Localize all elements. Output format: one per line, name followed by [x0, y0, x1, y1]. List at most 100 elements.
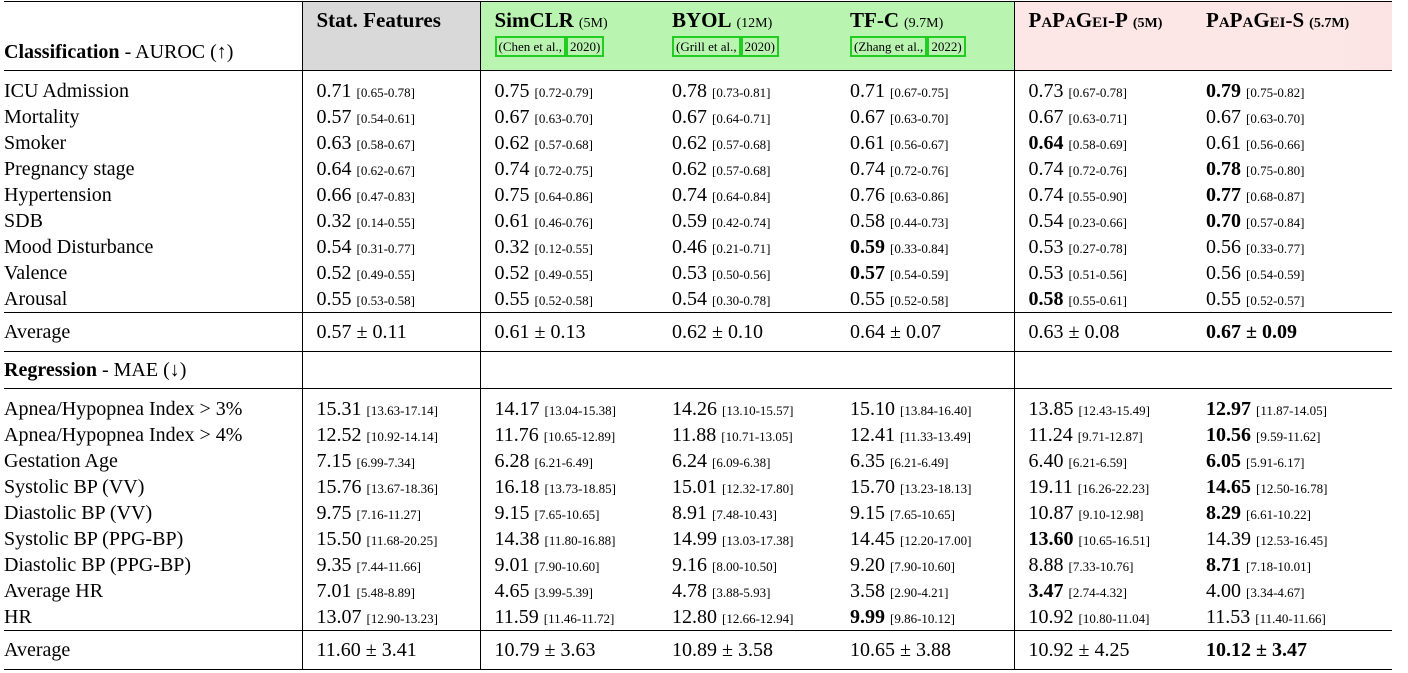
cell-ci: [0.72-0.76] [890, 163, 949, 179]
row-label: Diastolic BP (VV) [4, 502, 153, 525]
table-cell: 0.61 [0.56-0.66] [1192, 131, 1392, 157]
cell-value: 11.53 [1206, 605, 1251, 628]
cell-value: 0.67 [850, 106, 885, 129]
cell-ci: [5.48-8.89] [356, 584, 416, 600]
table-row: HR 13.07 [12.90-13.23] 11.59 [11.46-11.72]… [4, 604, 1392, 631]
table-cell: 11.24 [9.71-12.87] [1013, 422, 1192, 449]
citation-simclr[interactable]: (Chen et al., 2020) [494, 36, 605, 57]
cell-value: 0.56 [1206, 235, 1241, 258]
cell-ci: [0.42-0.74] [712, 214, 771, 230]
spacer-cell [1013, 70, 1192, 79]
cell-ci: [3.88-5.93] [712, 584, 771, 600]
cell-ci: [8.00-10.50] [712, 558, 777, 574]
table-cell: 9.15 [7.65-10.65] [836, 501, 1014, 527]
table-cell: 0.75 [0.64-0.86] [479, 182, 658, 209]
table-cell: 15.70 [13.23-18.13] [836, 475, 1014, 501]
table-cell: 0.67 [0.63-0.70] [479, 104, 658, 131]
table-cell: 0.63 [0.58-0.67] [301, 130, 480, 157]
cell-ci: [7.90-10.60] [890, 558, 955, 574]
cell-value: 3.58 [850, 579, 885, 602]
cell-value: 0.75 [494, 184, 530, 206]
spacer-cell [658, 70, 836, 79]
table-cell: 0.61 [0.46-0.76] [479, 208, 658, 235]
average-value: 11.60 ± 3.41 [316, 638, 417, 661]
table-cell: 6.24 [6.09-6.38] [658, 449, 836, 475]
table-row: SDB 0.32 [0.14-0.55] 0.61 [0.46-0.76] 0.59 … [4, 208, 1392, 235]
average-cell: 0.63 ± 0.08 [1013, 312, 1192, 352]
cell-ci: [6.21-6.49] [890, 455, 949, 471]
cell-ci: [0.27-0.78] [1068, 240, 1128, 256]
cell-ci: [0.49-0.55] [534, 266, 594, 282]
table-cell: 0.55 [0.52-0.58] [479, 286, 658, 313]
cell-ci: [12.50-16.78] [1256, 481, 1328, 497]
citation-tfc[interactable]: (Zhang et al., 2022) [850, 36, 966, 57]
cell-ci: [0.54-0.59] [890, 266, 949, 282]
cell-ci: [0.62-0.67] [356, 163, 416, 179]
cell-ci: [7.90-10.60] [534, 558, 600, 574]
cell-value: 0.57 [316, 106, 352, 129]
cell-value: 0.59 [672, 209, 707, 232]
table-cell: 15.50 [11.68-20.25] [301, 526, 480, 553]
table-cell: 0.74 [0.72-0.76] [1013, 156, 1192, 183]
average-value: 10.12 ± 3.47 [1206, 638, 1307, 661]
cell-ci: [3.34-4.67] [1246, 584, 1305, 600]
cell-value: 9.35 [316, 553, 352, 576]
cell-value: 11.24 [1028, 424, 1073, 447]
cell-ci: [0.64-0.71] [712, 111, 771, 127]
cell-ci: [0.57-0.84] [1246, 214, 1305, 230]
cell-ci: [12.32-17.80] [722, 481, 794, 497]
table-cell: 0.59 [0.42-0.74] [658, 208, 836, 234]
cell-value: 8.88 [1028, 553, 1064, 576]
row-label: ICU Admission [4, 80, 130, 103]
spacer-cell [479, 388, 658, 398]
cell-value: 11.59 [494, 605, 539, 628]
cell-value: 3.47 [1028, 579, 1064, 602]
cell-ci: [11.33-13.49] [900, 429, 972, 445]
cell-value: 0.55 [1206, 287, 1241, 310]
cell-ci: [0.56-0.67] [890, 137, 949, 153]
cell-value: 0.67 [672, 106, 707, 129]
average-label: Average [4, 312, 302, 352]
table-cell: 10.92 [10.80-11.04] [1013, 604, 1192, 631]
table-cell: 0.73 [0.67-0.78] [1013, 79, 1192, 105]
cell-ci: [0.33-0.77] [1246, 240, 1305, 256]
row-label: Systolic BP (PPG-BP) [4, 527, 184, 550]
table-row: ICU Admission 0.71 [0.65-0.78] 0.75 [0.72-… [4, 79, 1392, 105]
table-cell: 8.88 [7.33-10.76] [1013, 552, 1192, 579]
average-cell: 10.79 ± 3.63 [479, 630, 658, 671]
cell-value: 14.65 [1206, 476, 1251, 499]
table-row: Hypertension 0.66 [0.47-0.83] 0.75 [0.64-0… [4, 182, 1392, 209]
table-cell: 0.53 [0.50-0.56] [658, 260, 836, 286]
cell-value: 0.52 [494, 261, 530, 284]
table-cell: 0.67 [0.63-0.71] [1013, 104, 1192, 131]
cell-ci: [16.26-22.23] [1077, 481, 1150, 497]
col-header-stat-features: Stat. Features [301, 1, 480, 71]
cell-ci: [13.67-18.36] [366, 481, 439, 497]
cell-value: 0.53 [1028, 235, 1064, 258]
cell-ci: [2.74-4.32] [1068, 584, 1128, 600]
citation-byol[interactable]: (Grill et al., 2020) [672, 36, 779, 57]
col-header-tfc: TF-C (9.7M) (Zhang et al., 2022) [836, 1, 1014, 71]
cell-value: 0.79 [1206, 80, 1241, 103]
cell-value: 0.54 [1028, 209, 1064, 232]
cell-value: 12.80 [672, 605, 717, 628]
cell-ci: [6.21-6.49] [534, 455, 594, 471]
cell-value: 0.62 [494, 132, 530, 155]
table-cell: 4.78 [3.88-5.93] [658, 578, 836, 604]
cell-ci: [0.57-0.68] [712, 137, 771, 153]
cell-ci: [11.46-11.72] [543, 610, 615, 626]
cell-value: 0.74 [1028, 158, 1064, 181]
cell-value: 6.28 [494, 450, 530, 473]
table-cell: 11.59 [11.46-11.72] [479, 604, 658, 631]
cell-ci: [12.53-16.45] [1256, 532, 1328, 548]
cell-value: 12.41 [850, 424, 895, 447]
cell-ci: [0.55-0.61] [1068, 292, 1128, 308]
row-label: Pregnancy stage [4, 158, 135, 181]
table-cell: 14.38 [11.80-16.88] [479, 526, 658, 553]
average-value: 0.64 ± 0.07 [850, 320, 941, 343]
cell-ci: [11.40-11.66] [1255, 610, 1326, 626]
cell-ci: [2.90-4.21] [890, 584, 949, 600]
empty-cell [658, 351, 836, 389]
cell-ci: [0.54-0.61] [356, 111, 416, 127]
cell-value: 0.32 [494, 235, 530, 258]
